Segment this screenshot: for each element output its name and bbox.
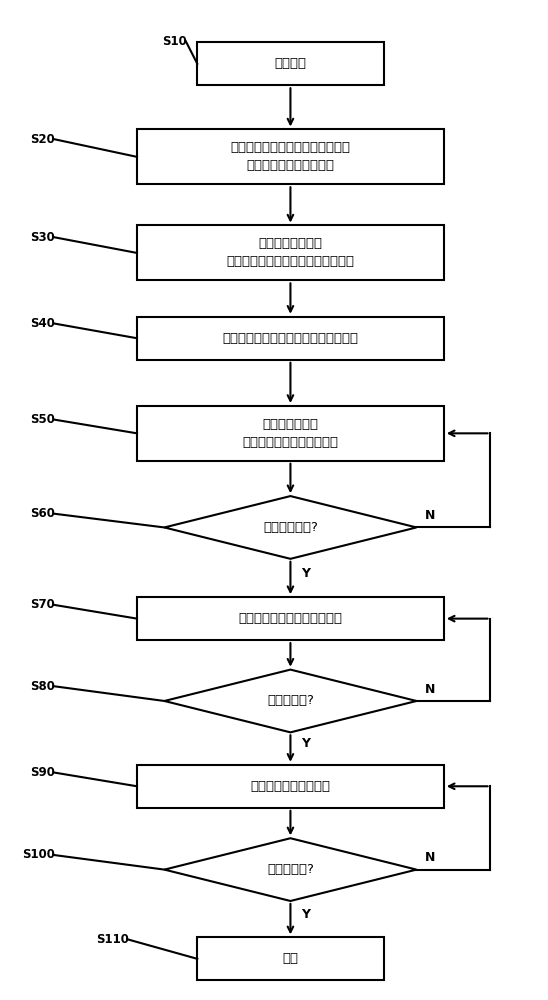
Text: Y: Y (301, 908, 310, 921)
Bar (137, 225, 444, 280)
Text: 结束: 结束 (282, 952, 299, 965)
Text: Y: Y (301, 737, 310, 750)
Text: 清洗结束否?: 清洗结束否? (267, 863, 314, 876)
Bar (137, 406, 444, 461)
Text: N: N (425, 851, 435, 864)
Text: 另配一桶电解液
从电解液入口倒入发生装置: 另配一桶电解液 从电解液入口倒入发生装置 (242, 418, 339, 449)
Text: S70: S70 (30, 598, 55, 611)
Text: N: N (425, 683, 435, 696)
Bar (197, 42, 384, 85)
Text: S110: S110 (96, 933, 129, 946)
Text: S60: S60 (30, 507, 55, 520)
Text: S10: S10 (162, 35, 186, 48)
Text: N: N (425, 509, 435, 522)
Polygon shape (164, 838, 416, 901)
Text: 使用开始: 使用开始 (275, 57, 306, 70)
Polygon shape (164, 670, 416, 732)
Text: S40: S40 (30, 317, 55, 330)
Bar (197, 937, 384, 980)
Text: S100: S100 (22, 848, 55, 861)
Text: S90: S90 (30, 766, 55, 779)
Text: S30: S30 (30, 231, 55, 244)
Bar (137, 765, 444, 808)
Bar (137, 129, 444, 184)
Text: Y: Y (301, 567, 310, 580)
Text: 电解时间到否?: 电解时间到否? (263, 521, 318, 534)
Text: 根据检测的电解液浓度以确定电解电流: 根据检测的电解液浓度以确定电解电流 (222, 332, 358, 345)
Text: 启动电解室的清洗操作: 启动电解室的清洗操作 (250, 780, 330, 793)
Polygon shape (164, 496, 416, 559)
Bar (137, 317, 444, 360)
Text: 排放结束否?: 排放结束否? (267, 694, 314, 707)
Text: S20: S20 (30, 133, 55, 146)
Text: 将一勺普通食盐倒入酸性水储存桶
用自来水溶解形成电解液: 将一勺普通食盐倒入酸性水储存桶 用自来水溶解形成电解液 (231, 141, 350, 172)
Text: S80: S80 (30, 680, 55, 693)
Bar (137, 597, 444, 640)
Text: 按工作键启动电解
将电解液从电解液入口倒入发生装置: 按工作键启动电解 将电解液从电解液入口倒入发生装置 (226, 237, 355, 268)
Text: S50: S50 (30, 413, 55, 426)
Text: 排放酸性水和碱性水到储存桶: 排放酸性水和碱性水到储存桶 (238, 612, 342, 625)
